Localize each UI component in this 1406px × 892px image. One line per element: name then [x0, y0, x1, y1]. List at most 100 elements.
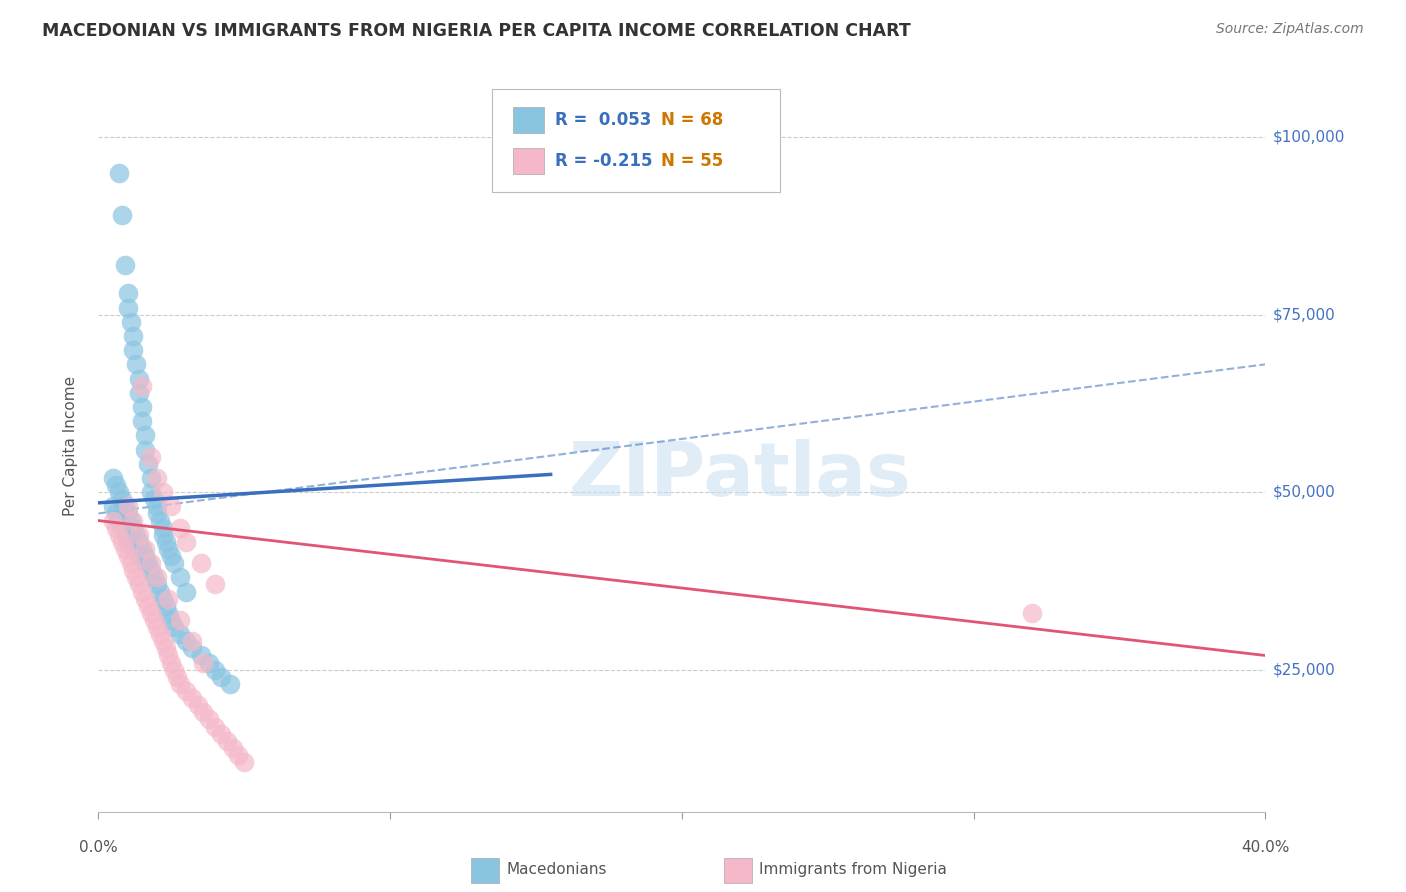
Point: [152, 485, 174, 500]
Point: [139, 485, 162, 500]
Point: [134, 541, 156, 556]
Point: [190, 556, 212, 570]
Point: [104, 507, 127, 521]
Point: [128, 534, 150, 549]
Text: MACEDONIAN VS IMMIGRANTS FROM NIGERIA PER CAPITA INCOME CORRELATION CHART: MACEDONIAN VS IMMIGRANTS FROM NIGERIA PE…: [42, 22, 911, 40]
Point: [114, 258, 136, 272]
Point: [209, 726, 232, 740]
Point: [142, 613, 165, 627]
Point: [134, 428, 156, 442]
Text: Source: ZipAtlas.com: Source: ZipAtlas.com: [1216, 22, 1364, 37]
Point: [174, 534, 197, 549]
Point: [120, 556, 142, 570]
Point: [180, 641, 202, 656]
Y-axis label: Per Capita Income: Per Capita Income: [63, 376, 77, 516]
Point: [155, 599, 177, 613]
Point: [149, 514, 172, 528]
Text: N = 55: N = 55: [661, 153, 723, 170]
Point: [146, 570, 169, 584]
Point: [108, 528, 131, 542]
Point: [190, 648, 212, 663]
Point: [204, 577, 226, 591]
Point: [117, 507, 139, 521]
Point: [134, 556, 156, 570]
Text: 40.0%: 40.0%: [1241, 840, 1289, 855]
Point: [128, 371, 150, 385]
Point: [146, 507, 169, 521]
Point: [136, 556, 159, 570]
Point: [209, 670, 232, 684]
Point: [142, 570, 165, 584]
Point: [160, 549, 183, 563]
Point: [160, 500, 183, 514]
Point: [142, 492, 165, 507]
Point: [120, 315, 142, 329]
Point: [117, 534, 139, 549]
Point: [157, 591, 180, 606]
Point: [180, 634, 202, 648]
Point: [187, 698, 209, 713]
Point: [160, 656, 183, 670]
Point: [163, 620, 186, 634]
Point: [169, 677, 191, 691]
Point: [122, 514, 145, 528]
Point: [166, 670, 188, 684]
Point: [169, 613, 191, 627]
Point: [174, 684, 197, 698]
Point: [139, 471, 162, 485]
Point: [169, 570, 191, 584]
Point: [160, 613, 183, 627]
Point: [155, 534, 177, 549]
Point: [131, 584, 153, 599]
Point: [134, 591, 156, 606]
Point: [204, 663, 226, 677]
Text: $25,000: $25,000: [1272, 662, 1336, 677]
Point: [157, 541, 180, 556]
Text: Immigrants from Nigeria: Immigrants from Nigeria: [759, 863, 948, 877]
Point: [193, 706, 215, 720]
Point: [114, 500, 136, 514]
Point: [122, 329, 145, 343]
Point: [152, 634, 174, 648]
Point: [111, 492, 134, 507]
Point: [198, 656, 221, 670]
Point: [169, 627, 191, 641]
Point: [146, 577, 169, 591]
Point: [146, 500, 169, 514]
Point: [128, 528, 150, 542]
Point: [117, 500, 139, 514]
Point: [125, 357, 148, 371]
Point: [163, 663, 186, 677]
Point: [117, 286, 139, 301]
Point: [125, 528, 148, 542]
Text: N = 68: N = 68: [661, 111, 723, 128]
Point: [180, 691, 202, 706]
Point: [122, 541, 145, 556]
Point: [152, 591, 174, 606]
Point: [101, 500, 124, 514]
Point: [174, 634, 197, 648]
Text: ZIPatlas: ZIPatlas: [569, 439, 911, 512]
Point: [122, 521, 145, 535]
Point: [221, 740, 243, 755]
Point: [128, 549, 150, 563]
Point: [157, 648, 180, 663]
Point: [122, 563, 145, 577]
Point: [139, 450, 162, 464]
Text: $50,000: $50,000: [1272, 484, 1336, 500]
Point: [215, 733, 238, 747]
Point: [134, 549, 156, 563]
Text: Macedonians: Macedonians: [506, 863, 606, 877]
Point: [128, 385, 150, 400]
Point: [131, 541, 153, 556]
Point: [114, 528, 136, 542]
Point: [228, 747, 250, 762]
Text: $100,000: $100,000: [1272, 129, 1344, 145]
Point: [149, 627, 172, 641]
Point: [122, 343, 145, 358]
Point: [128, 577, 150, 591]
Point: [218, 677, 240, 691]
Point: [136, 457, 159, 471]
Point: [146, 620, 169, 634]
Point: [117, 301, 139, 315]
